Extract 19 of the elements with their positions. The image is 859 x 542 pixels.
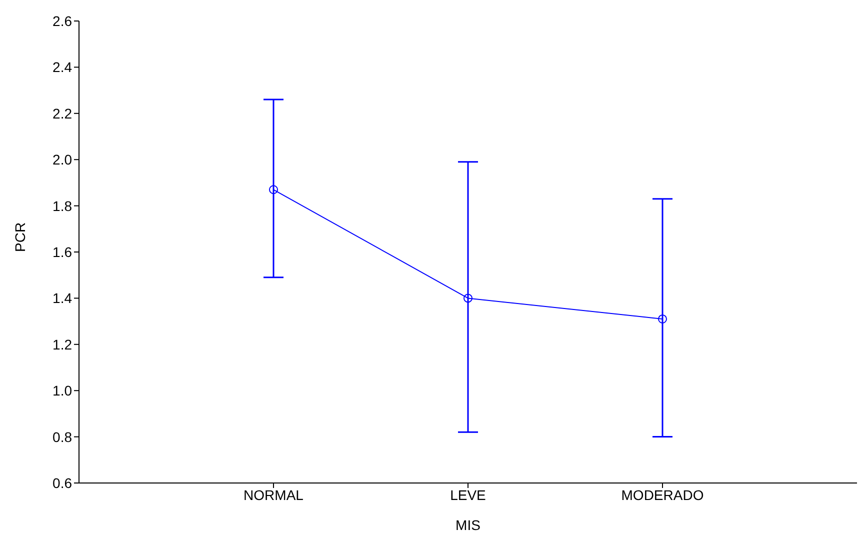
- y-tick-label: 1.6: [52, 244, 72, 260]
- y-tick-label: 0.8: [52, 428, 72, 445]
- y-axis-title: PCR: [12, 222, 28, 252]
- y-tick-label: 1.4: [52, 290, 72, 306]
- y-tick-label: 1.2: [52, 336, 72, 352]
- y-tick-label: 2.6: [52, 12, 72, 29]
- point: [658, 314, 667, 324]
- y-tick-label: 0.6: [52, 474, 72, 491]
- y-tick-label: 1.8: [52, 198, 72, 214]
- x-tick-label: MODERADO: [621, 486, 704, 503]
- x-tick-label: LEVE: [450, 486, 486, 503]
- x-axis-title: MIS: [456, 517, 480, 533]
- y-tick-label: 1.0: [52, 382, 72, 399]
- y-tick-label: 2.2: [52, 105, 72, 122]
- y-tick-label: 2.4: [52, 59, 72, 76]
- point: [464, 294, 472, 303]
- x-tick-label: NORMAL: [244, 486, 304, 503]
- y-tick-label: 2.0: [52, 152, 72, 168]
- point: [269, 185, 278, 194]
